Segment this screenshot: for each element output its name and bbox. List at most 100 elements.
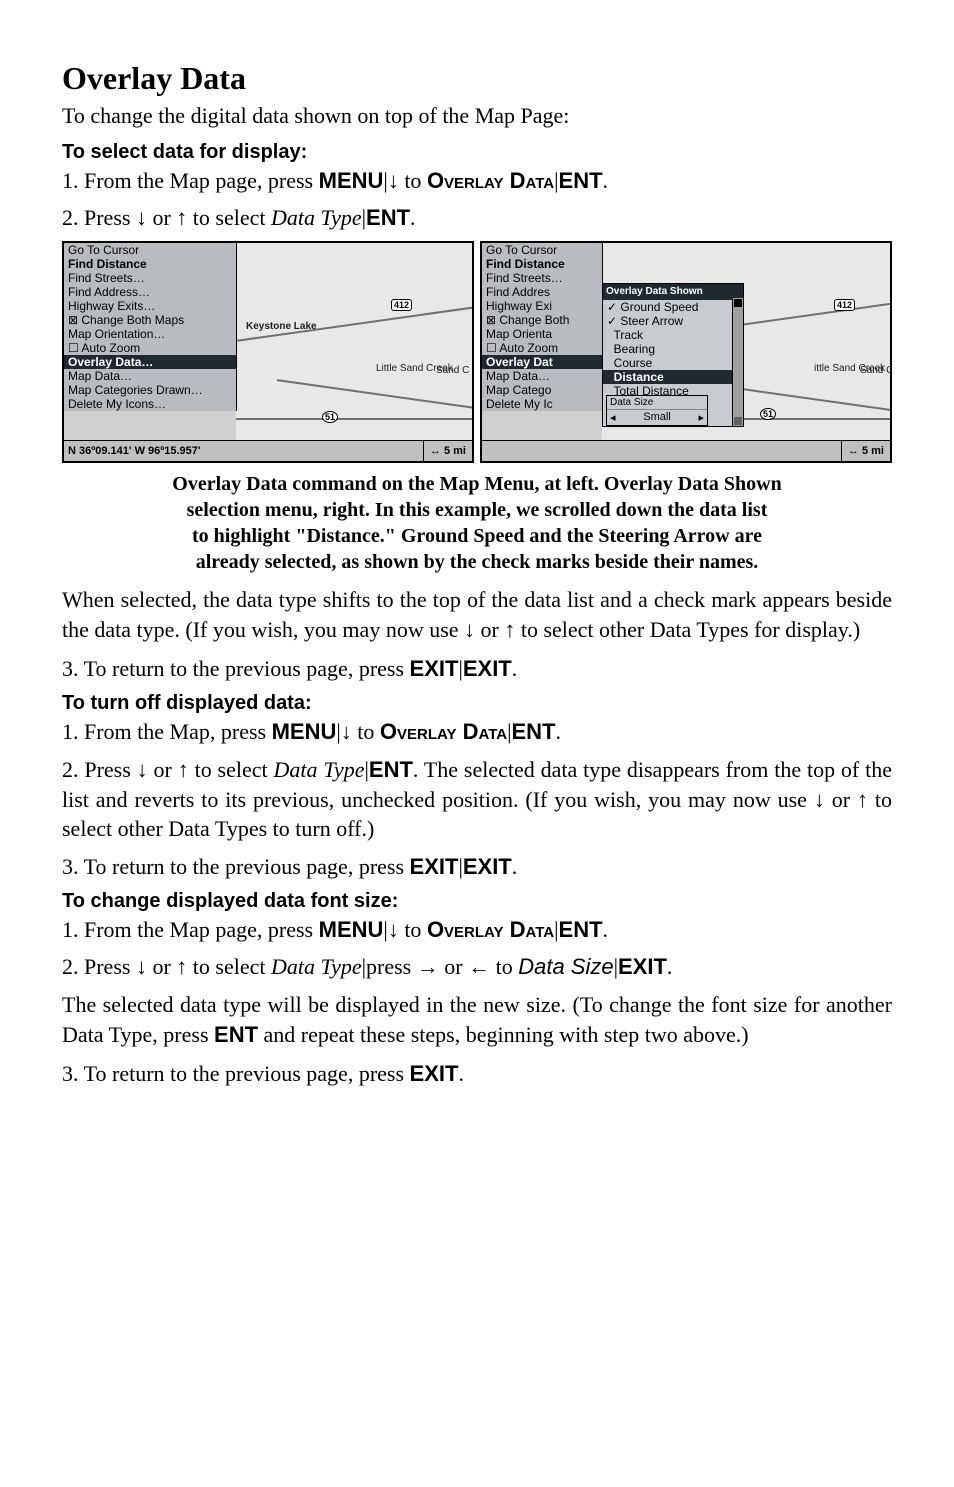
- status-bar: N 36º09.141' W 96º15.957' ↔ 5 mi: [64, 440, 472, 461]
- turnoff-step-1: 1. From the Map, press MENU|↓ to Overlay…: [62, 717, 892, 747]
- size-value: ◂ Small ▸: [607, 410, 707, 425]
- key-exit: EXIT: [410, 1061, 459, 1086]
- menu-item: Delete My Ic: [482, 397, 602, 411]
- key-exit: EXIT: [463, 854, 512, 879]
- submenu-item: ✓ Steer Arrow: [603, 314, 743, 328]
- submenu-item: Course: [603, 356, 743, 370]
- submenu-item: ✓ Ground Speed: [603, 300, 743, 314]
- menu-item: ☐ Auto Zoom: [64, 341, 236, 355]
- data-type: Data Type: [271, 205, 362, 230]
- menu-item: ⊠ Change Both: [482, 313, 602, 327]
- text: press: [366, 954, 417, 979]
- text: 2. Press ↓ or ↑ to select: [62, 757, 274, 782]
- submenu-item: Bearing: [603, 342, 743, 356]
- arrow-left-icon: ◂: [610, 411, 616, 424]
- scroll-down: [734, 417, 742, 425]
- key-menu: MENU: [272, 719, 337, 744]
- highway-shield: 51: [760, 408, 776, 420]
- key-menu: MENU: [319, 917, 384, 942]
- menu-item: Find Distance: [482, 257, 602, 271]
- key-exit: EXIT: [463, 656, 512, 681]
- arrow-up: ↑: [176, 205, 187, 230]
- screenshots-row: 412 51 Keystone Lake Little Sand Creek S…: [62, 241, 892, 463]
- arrow-down: ↓: [388, 168, 399, 193]
- status-zoom: ↔ 5 mi: [423, 441, 472, 461]
- arrow-left: ←: [468, 954, 490, 979]
- period: .: [667, 954, 673, 979]
- text: 1. From the Map page, press: [62, 168, 319, 193]
- arrow-right: →: [417, 954, 439, 979]
- period: .: [603, 917, 609, 942]
- paragraph: When selected, the data type shifts to t…: [62, 585, 892, 644]
- caption-line: Overlay Data command on the Map Menu, at…: [172, 473, 781, 495]
- highway-shield: 51: [322, 411, 338, 423]
- menu-item: ⊠ Change Both Maps: [64, 313, 236, 327]
- text: or: [439, 954, 468, 979]
- arrow-down: ↓: [388, 917, 399, 942]
- road-line: [236, 418, 474, 420]
- caption-line: to highlight "Distance." Ground Speed an…: [192, 525, 762, 547]
- text: 1. From the Map page, press: [62, 917, 319, 942]
- map-menu: Go To Cursor Find Distance Find Streets……: [64, 243, 237, 411]
- select-step-3: 3. To return to the previous page, press…: [62, 654, 892, 684]
- status-bar: ↔ 5 mi: [482, 440, 890, 461]
- road-line: [277, 379, 474, 409]
- subhead-select: To select data for display:: [62, 141, 892, 164]
- text: 2. Press: [62, 954, 136, 979]
- text: and repeat these steps, beginning with s…: [258, 1022, 749, 1047]
- menu-item: Map Orientation…: [64, 327, 236, 341]
- period: .: [556, 719, 562, 744]
- highway-shield: 412: [391, 299, 412, 311]
- key-ent: ENT: [559, 168, 603, 193]
- subhead-turnoff: To turn off displayed data:: [62, 692, 892, 715]
- menu-item: Find Address…: [64, 285, 236, 299]
- menu-item: Map Orienta: [482, 327, 602, 341]
- period: .: [512, 854, 518, 879]
- status-zoom: ↔ 5 mi: [841, 441, 890, 461]
- menu-item: ☐ Auto Zoom: [482, 341, 602, 355]
- key-ent: ENT: [214, 1022, 258, 1047]
- key-ent: ENT: [369, 757, 413, 782]
- period: .: [512, 656, 518, 681]
- scroll-up: [734, 299, 742, 307]
- text: to: [399, 917, 427, 942]
- subhead-fontsize: To change displayed data font size:: [62, 890, 892, 913]
- menu-item: Map Data…: [64, 369, 236, 383]
- period: .: [458, 1061, 464, 1086]
- key-exit: EXIT: [410, 854, 459, 879]
- text: 3. To return to the previous page, press: [62, 656, 410, 681]
- menu-item: Go To Cursor: [64, 243, 236, 257]
- size-title: Data Size: [607, 396, 707, 410]
- menu-item: Find Streets…: [482, 271, 602, 285]
- size-label: Small: [643, 411, 671, 424]
- menu-item: Find Distance: [64, 257, 236, 271]
- menu-item: Highway Exits…: [64, 299, 236, 313]
- fontsize-step-1: 1. From the Map page, press MENU|↓ to Ov…: [62, 915, 892, 945]
- menu-item: Map Data…: [482, 369, 602, 383]
- status-coords: N 36º09.141' W 96º15.957': [64, 445, 201, 457]
- text: to select: [187, 205, 271, 230]
- key-ent: ENT: [512, 719, 556, 744]
- text: to select: [187, 954, 271, 979]
- screenshot-left: 412 51 Keystone Lake Little Sand Creek S…: [62, 241, 474, 463]
- text: 2. Press: [62, 205, 136, 230]
- key-exit: EXIT: [410, 656, 459, 681]
- figure-caption: Overlay Data command on the Map Menu, at…: [62, 471, 892, 575]
- select-step-2: 2. Press ↓ or ↑ to select Data Type|ENT.: [62, 203, 892, 233]
- arrow-down: ↓: [136, 954, 147, 979]
- arrow-right-icon: ▸: [698, 411, 704, 424]
- text: 3. To return to the previous page, press: [62, 1061, 410, 1086]
- map-label: Sand C: [436, 365, 469, 376]
- menu-item: Highway Exi: [482, 299, 602, 313]
- text: to: [399, 168, 427, 193]
- key-ent: ENT: [366, 205, 410, 230]
- data-type: Data Type: [274, 757, 365, 782]
- intro-text: To change the digital data shown on top …: [62, 101, 892, 131]
- text: to: [490, 954, 518, 979]
- select-step-1: 1. From the Map page, press MENU|↓ to Ov…: [62, 166, 892, 196]
- submenu-title: Overlay Data Shown: [603, 284, 743, 300]
- arrow-down: ↓: [136, 205, 147, 230]
- page-title: Overlay Data: [62, 60, 892, 97]
- key-ent: ENT: [559, 917, 603, 942]
- paragraph: The selected data type will be displayed…: [62, 990, 892, 1049]
